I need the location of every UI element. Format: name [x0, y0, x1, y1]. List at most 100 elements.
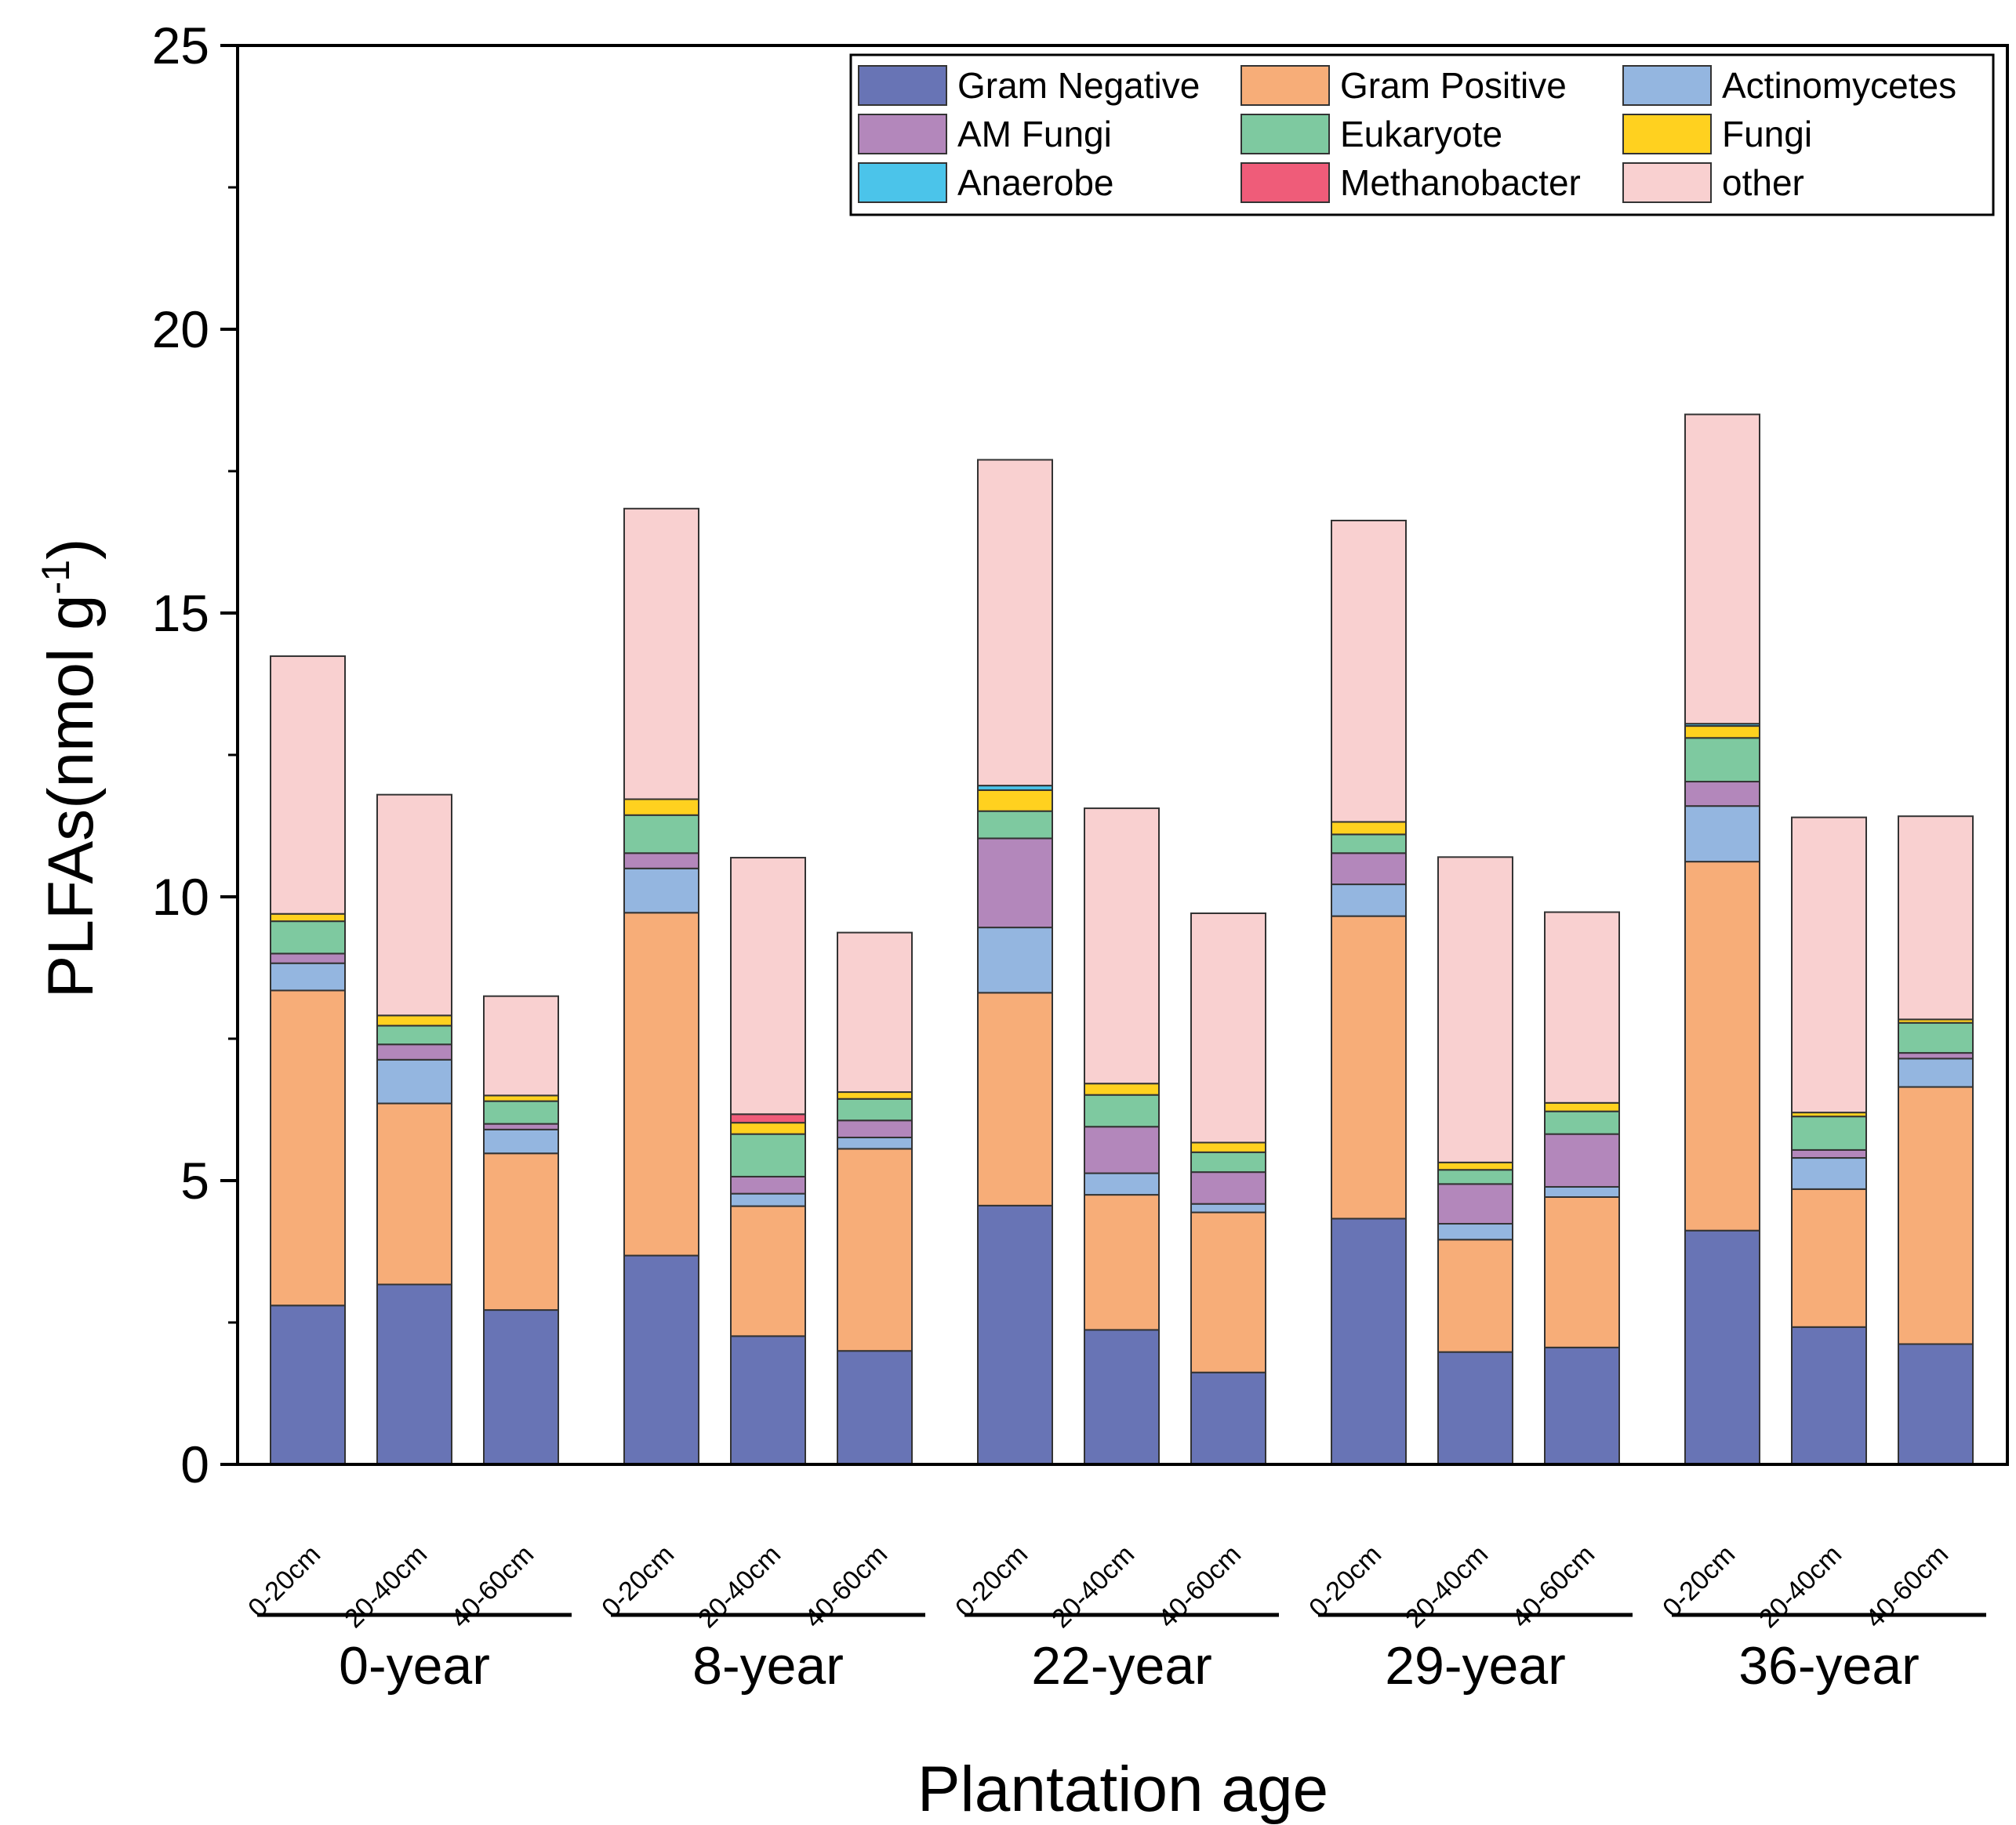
bar-segment: [1190, 1203, 1266, 1214]
bar-segment: [977, 810, 1053, 840]
bar-segment: [1684, 1229, 1760, 1466]
bar-segment: [1190, 1211, 1266, 1373]
legend-swatch: [1622, 162, 1712, 203]
group-label: 0-year: [339, 1636, 490, 1696]
bar-segment: [1791, 1157, 1867, 1190]
bar-segments: [270, 413, 1974, 1466]
x-tick-label: 40-60cm: [799, 1540, 893, 1634]
bar-segment: [837, 1119, 913, 1138]
bar-segment: [1437, 1161, 1513, 1171]
bar-segment: [730, 857, 806, 1116]
bar-segment: [1084, 1172, 1160, 1196]
legend-label: Methanobacter: [1340, 162, 1581, 203]
bar-segment: [483, 1128, 559, 1155]
bar-segment: [1437, 1183, 1513, 1225]
bar-segment: [1437, 1169, 1513, 1185]
bar-segment: [1791, 816, 1867, 1114]
legend-box: [849, 53, 1995, 216]
legend-label: Eukaryote: [1340, 114, 1502, 154]
bar-segment: [376, 1025, 452, 1046]
bar-segment: [1544, 1196, 1620, 1348]
bar-segment: [1331, 883, 1407, 917]
plot-frame: [236, 44, 2009, 1466]
bar-segment: [730, 1205, 806, 1337]
x-tick-label: 20-40cm: [339, 1540, 433, 1634]
bar-segment: [1331, 1217, 1407, 1466]
bar-segment: [1791, 1188, 1867, 1328]
bar-segment: [1544, 1185, 1620, 1198]
bar-segment: [1084, 807, 1160, 1085]
bar-segment: [1331, 852, 1407, 886]
bar-segment: [837, 1148, 913, 1352]
y-tick-label: 25: [152, 16, 209, 74]
legend-label: Gram Positive: [1340, 65, 1567, 106]
y-tick-label: 20: [152, 300, 209, 358]
bar-segment: [1084, 1094, 1160, 1128]
bar-segment: [837, 1350, 913, 1465]
x-tick-label: 40-60cm: [1153, 1540, 1247, 1634]
bar-segment: [1684, 805, 1760, 863]
legend-swatch: [1622, 65, 1712, 106]
legend-label: Anaerobe: [957, 162, 1114, 203]
x-axis-title: Plantation age: [917, 1754, 1328, 1825]
legend-label: Fungi: [1722, 114, 1812, 154]
group-label: 22-year: [1031, 1636, 1212, 1696]
x-tick-label: 0-20cm: [1657, 1540, 1741, 1624]
bar-segment: [1544, 1346, 1620, 1465]
x-tick-label: 40-60cm: [1860, 1540, 1954, 1634]
bar-segment: [1437, 1239, 1513, 1353]
bar-segment: [730, 1192, 806, 1207]
bar-segment: [270, 655, 346, 915]
bar-segment: [1084, 1329, 1160, 1465]
legend-swatch: [1240, 162, 1330, 203]
bar-segment: [977, 1204, 1053, 1465]
bar-segment: [837, 1098, 913, 1122]
bar-segment: [270, 962, 346, 992]
bar-segment: [483, 1094, 559, 1102]
bar-segment: [1544, 1110, 1620, 1135]
bar-segment: [1791, 1326, 1867, 1465]
bar-segment: [837, 1136, 913, 1150]
y-tick-label: 5: [180, 1152, 209, 1210]
x-tick-label: 0-20cm: [242, 1540, 326, 1624]
bar-segment: [977, 927, 1053, 994]
group-label: 29-year: [1385, 1636, 1566, 1696]
bar-segment: [1190, 1371, 1266, 1466]
bar-segment: [1684, 725, 1760, 739]
bar-segment: [1898, 1343, 1974, 1465]
bar-segment: [376, 1043, 452, 1061]
bar-segment: [1084, 1126, 1160, 1174]
y-tick-label: 10: [152, 868, 209, 926]
bar-segment: [483, 995, 559, 1097]
x-tick-label: 40-60cm: [445, 1540, 539, 1634]
bar-segment: [1898, 1086, 1974, 1345]
group-label: 8-year: [692, 1636, 844, 1696]
y-axis: 0 5 10 15 20 25: [152, 16, 2009, 1493]
bar-segment: [270, 989, 346, 1307]
bar-segment: [623, 507, 699, 800]
bar-segment: [1190, 1151, 1266, 1174]
bar-segment: [1190, 912, 1266, 1144]
bar-segment: [1331, 519, 1407, 823]
x-tick-label: 20-40cm: [1400, 1540, 1494, 1634]
bar-segment: [483, 1152, 559, 1312]
legend-label: Gram Negative: [957, 65, 1200, 106]
legend-swatch: [858, 114, 947, 154]
bar-segment: [483, 1123, 559, 1130]
bar-segment: [1544, 1101, 1620, 1112]
bar-segment: [1084, 1083, 1160, 1096]
x-tick-label: 20-40cm: [1753, 1540, 1847, 1634]
bar-segment: [1437, 1223, 1513, 1241]
legend-label: Actinomycetes: [1722, 65, 1956, 106]
x-tick-label: 0-20cm: [596, 1540, 680, 1624]
legend-swatch: [858, 65, 947, 106]
bar-segment: [1544, 1133, 1620, 1188]
bar-segment: [730, 1175, 806, 1195]
bar-segment: [376, 1058, 452, 1105]
bar-segment: [1084, 1194, 1160, 1331]
bar-segment: [730, 1122, 806, 1135]
bar-segment: [977, 459, 1053, 787]
bar-segment: [1331, 833, 1407, 854]
bar-segment: [483, 1309, 559, 1466]
